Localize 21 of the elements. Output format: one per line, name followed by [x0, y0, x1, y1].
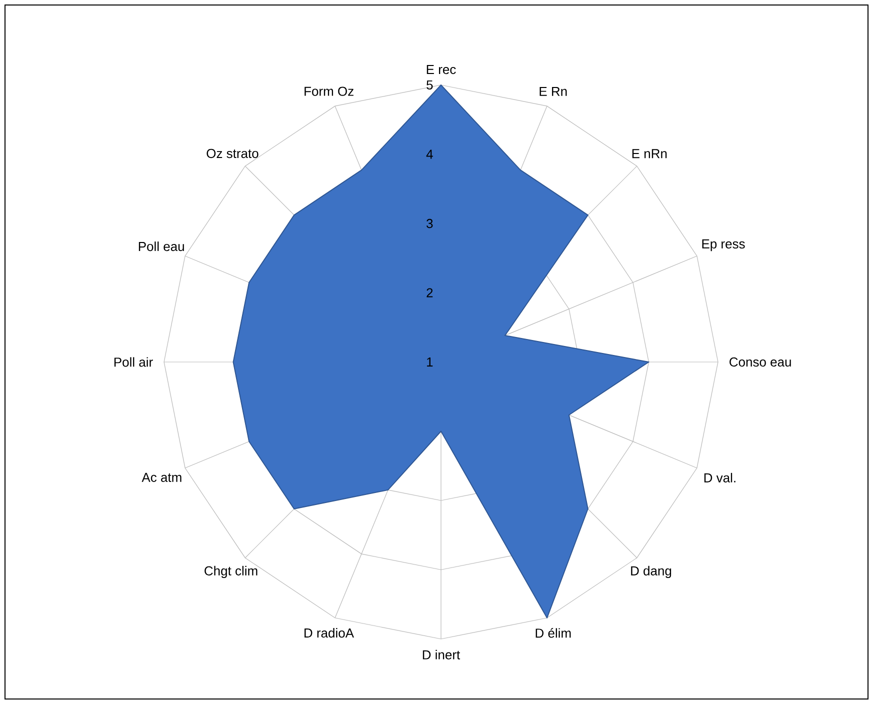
spoke-label: Oz strato [206, 148, 258, 158]
spoke-label: D dang [631, 566, 672, 578]
spoke-label: Chgt clim [204, 566, 258, 578]
y-tick-label: 3 [426, 218, 433, 228]
y-tick-label: 5 [426, 80, 433, 90]
spoke-label: D radioA [304, 628, 354, 638]
y-tick-label: 1 [427, 358, 433, 366]
y-tick-label: 2 [426, 288, 433, 298]
spoke-label: D val. [704, 472, 736, 482]
spoke-label: E nRn [632, 149, 667, 158]
y-tick-label: 4 [426, 150, 433, 159]
spoke-label: Ep ress [702, 239, 745, 252]
spoke-label: Poll air [114, 357, 153, 367]
spoke-label: D élim [536, 628, 571, 638]
spoke-label: Form Oz [304, 86, 354, 96]
spoke-label: Ac atm [142, 472, 182, 482]
spoke-label: D inert [422, 650, 460, 660]
spoke-label: E Rn [540, 86, 567, 96]
spoke-label: Poll eau [138, 242, 184, 252]
spoke-label: Conso eau [730, 357, 791, 367]
spoke-label: E rec [426, 65, 456, 74]
